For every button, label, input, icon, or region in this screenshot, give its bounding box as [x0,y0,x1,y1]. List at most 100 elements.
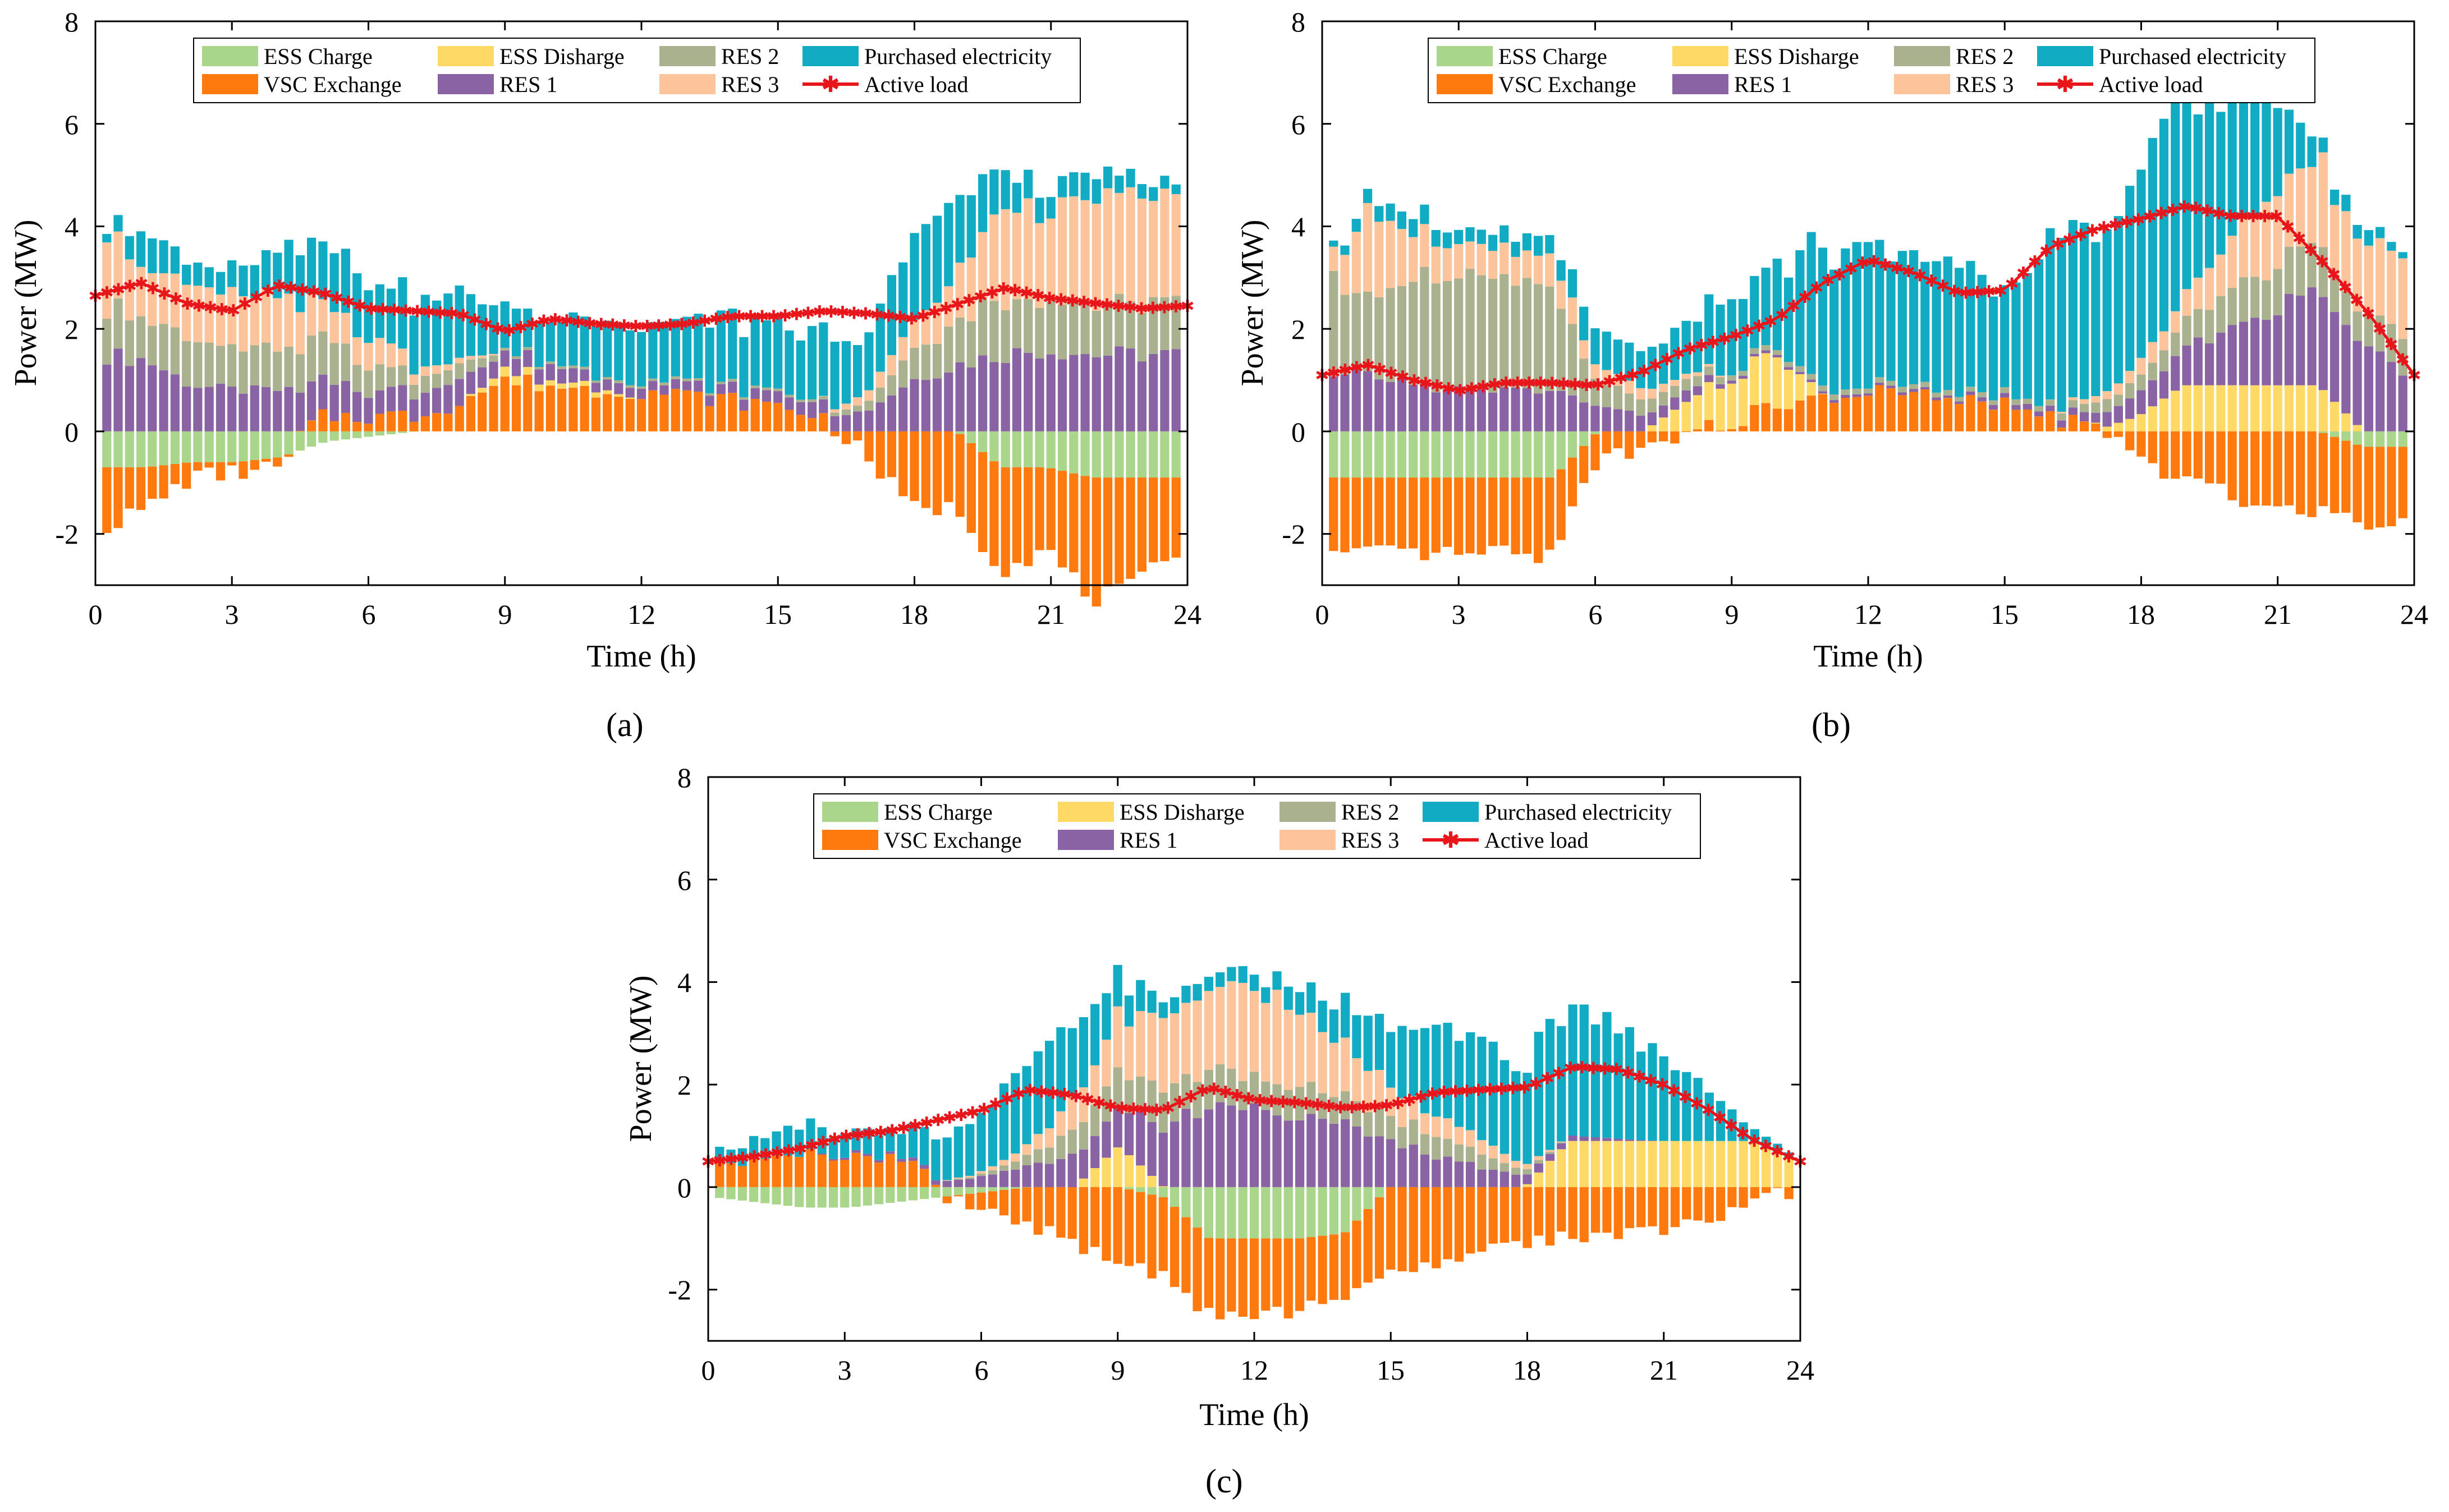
bar-res3 [1488,1146,1498,1159]
active-load-marker: ✱ [1878,256,1892,275]
bar-ess_charge [1238,1187,1248,1239]
active-load-marker: ✱ [1299,1095,1313,1113]
active-load-marker: ✱ [1276,1093,1290,1112]
bar-res1 [1216,1102,1225,1187]
bar-res3 [1466,1130,1475,1147]
active-load-marker: ✱ [272,277,286,296]
bar-res3 [999,1160,1009,1166]
bar-res1 [942,1180,952,1187]
bar-purchased [785,330,794,395]
bar-res1 [988,1174,997,1187]
bar-res3 [1409,237,1418,282]
bar-res1 [1613,409,1623,431]
bar-vsc [1046,468,1056,550]
active-load-marker: ✱ [1575,1059,1589,1077]
active-load-marker: ✱ [805,1137,819,1155]
y-tick-label: 6 [1291,109,1305,140]
bar-res1 [1454,386,1464,431]
active-load-marker: ✱ [1522,374,1536,393]
legend-swatch-res1 [438,74,494,94]
bar-res2 [1397,1127,1407,1148]
active-load-marker: ✱ [870,306,884,324]
active-load-marker: ✱ [284,279,298,298]
active-load-marker: ✱ [1936,277,1950,296]
panel-c: ✱✱✱✱✱✱✱✱✱✱✱✱✱✱✱✱✱✱✱✱✱✱✱✱✱✱✱✱✱✱✱✱✱✱✱✱✱✱✱✱… [623,762,1814,1500]
bar-purchased [1341,992,1350,1038]
bar-res1 [2136,390,2146,415]
bar-purchased [1340,245,1350,255]
bar-ess_charge [136,431,146,467]
bar-res2 [966,321,976,367]
bar-res2 [739,397,749,400]
active-load-marker: ✱ [2327,266,2341,284]
bar-ess_charge [1329,1187,1338,1235]
bar-res3 [1080,200,1090,302]
bar-res2 [215,346,226,384]
active-load-marker: ✱ [1169,298,1183,316]
bar-ess_discharge [591,392,600,398]
bar-vsc [500,376,510,431]
bar-res1 [113,348,123,431]
bar-res3 [2080,399,2089,404]
active-load-marker: ✱ [1425,1085,1439,1104]
bar-res3 [1397,229,1406,286]
bar-res2 [978,299,988,356]
bar-purchased [1567,269,1577,298]
bar-res1 [1181,1109,1191,1187]
bar-vsc [716,394,726,431]
bar-res1 [1420,1155,1430,1187]
bar-res3 [1067,1096,1077,1130]
active-load-marker: ✱ [2016,264,2030,283]
bar-vsc [886,1153,895,1187]
bar-res1 [2227,325,2237,385]
bar-res2 [603,376,612,380]
bar-purchased [1090,1004,1100,1065]
bar-res1 [1024,352,1033,431]
active-load-marker: ✱ [2097,219,2111,237]
active-load-marker: ✱ [1603,373,1617,392]
bar-purchased [489,305,498,354]
bar-ess_discharge [2284,385,2294,431]
bar-ess_discharge [2148,406,2157,431]
bar-res3 [1579,340,1589,359]
bar-ess_charge [1511,431,1520,478]
active-load-marker: ✱ [1287,1094,1301,1113]
bar-vsc [125,467,134,509]
bar-res3 [1363,203,1373,292]
active-load-marker: ✱ [2338,279,2352,297]
x-tick-label: 21 [2264,599,2292,630]
bar-res3 [284,293,293,347]
bar-purchased [1113,964,1122,1007]
bar-res1 [1841,394,1850,398]
bar-res2 [409,385,419,399]
bar-ess_charge [1057,431,1067,471]
bar-vsc [739,410,749,431]
bar-purchased [716,310,726,382]
bar-purchased [1818,247,1827,386]
bar-vsc [2307,431,2317,517]
bar-purchased [1670,1070,1680,1141]
bar-res1 [102,365,112,431]
bar-res3 [1137,198,1146,313]
bar-vsc [1863,396,1873,431]
bar-ess_charge [1567,431,1577,458]
bar-res2 [1216,1064,1225,1102]
active-load-marker: ✱ [1031,287,1045,305]
bar-res3 [1295,1014,1305,1087]
bar-res2 [887,375,896,396]
bar-vsc [1079,1187,1088,1254]
bar-res3 [1171,194,1181,296]
active-load-marker: ✱ [1648,356,1662,375]
bar-purchased [2023,273,2032,399]
bar-res2 [965,1177,975,1179]
bar-vsc [227,462,237,466]
x-tick-label: 6 [362,599,376,630]
active-load-marker: ✱ [1020,284,1034,303]
bar-vsc [113,467,123,528]
bar-res3 [1443,1118,1452,1139]
bar-purchased [1147,990,1157,1013]
bar-res2 [1681,379,1691,390]
bar-ess_charge [398,431,407,433]
bar-res3 [375,338,384,365]
bar-res2 [1818,385,1827,392]
